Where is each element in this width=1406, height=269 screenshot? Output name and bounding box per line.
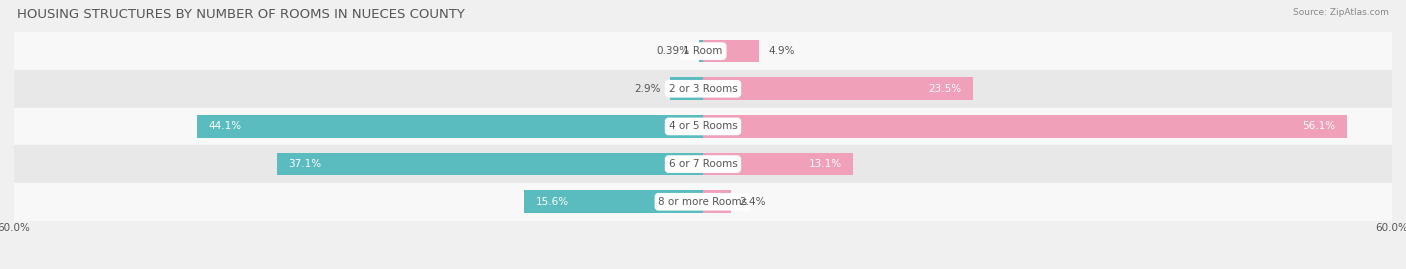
Bar bbox=[14, 70, 1392, 108]
Text: 2 or 3 Rooms: 2 or 3 Rooms bbox=[669, 84, 737, 94]
Text: HOUSING STRUCTURES BY NUMBER OF ROOMS IN NUECES COUNTY: HOUSING STRUCTURES BY NUMBER OF ROOMS IN… bbox=[17, 8, 465, 21]
Text: 4 or 5 Rooms: 4 or 5 Rooms bbox=[669, 121, 737, 132]
Text: 8 or more Rooms: 8 or more Rooms bbox=[658, 197, 748, 207]
Bar bbox=[699, 40, 703, 62]
Bar bbox=[14, 183, 1392, 221]
Bar bbox=[703, 153, 853, 175]
Bar bbox=[197, 115, 703, 138]
Text: 4.9%: 4.9% bbox=[769, 46, 794, 56]
Bar bbox=[277, 153, 703, 175]
Text: 56.1%: 56.1% bbox=[1302, 121, 1336, 132]
Bar bbox=[14, 32, 1392, 70]
Bar bbox=[703, 115, 1347, 138]
Bar bbox=[703, 77, 973, 100]
Text: 0.39%: 0.39% bbox=[657, 46, 689, 56]
Bar bbox=[669, 77, 703, 100]
Bar bbox=[703, 190, 731, 213]
Text: 23.5%: 23.5% bbox=[928, 84, 962, 94]
Text: 2.9%: 2.9% bbox=[634, 84, 661, 94]
Text: 44.1%: 44.1% bbox=[208, 121, 242, 132]
Text: 6 or 7 Rooms: 6 or 7 Rooms bbox=[669, 159, 737, 169]
Text: 13.1%: 13.1% bbox=[808, 159, 842, 169]
Bar bbox=[14, 108, 1392, 145]
Bar bbox=[703, 40, 759, 62]
Text: 2.4%: 2.4% bbox=[740, 197, 766, 207]
Text: 15.6%: 15.6% bbox=[536, 197, 568, 207]
Bar bbox=[524, 190, 703, 213]
Text: Source: ZipAtlas.com: Source: ZipAtlas.com bbox=[1294, 8, 1389, 17]
Bar bbox=[14, 145, 1392, 183]
Text: 1 Room: 1 Room bbox=[683, 46, 723, 56]
Text: 37.1%: 37.1% bbox=[288, 159, 322, 169]
